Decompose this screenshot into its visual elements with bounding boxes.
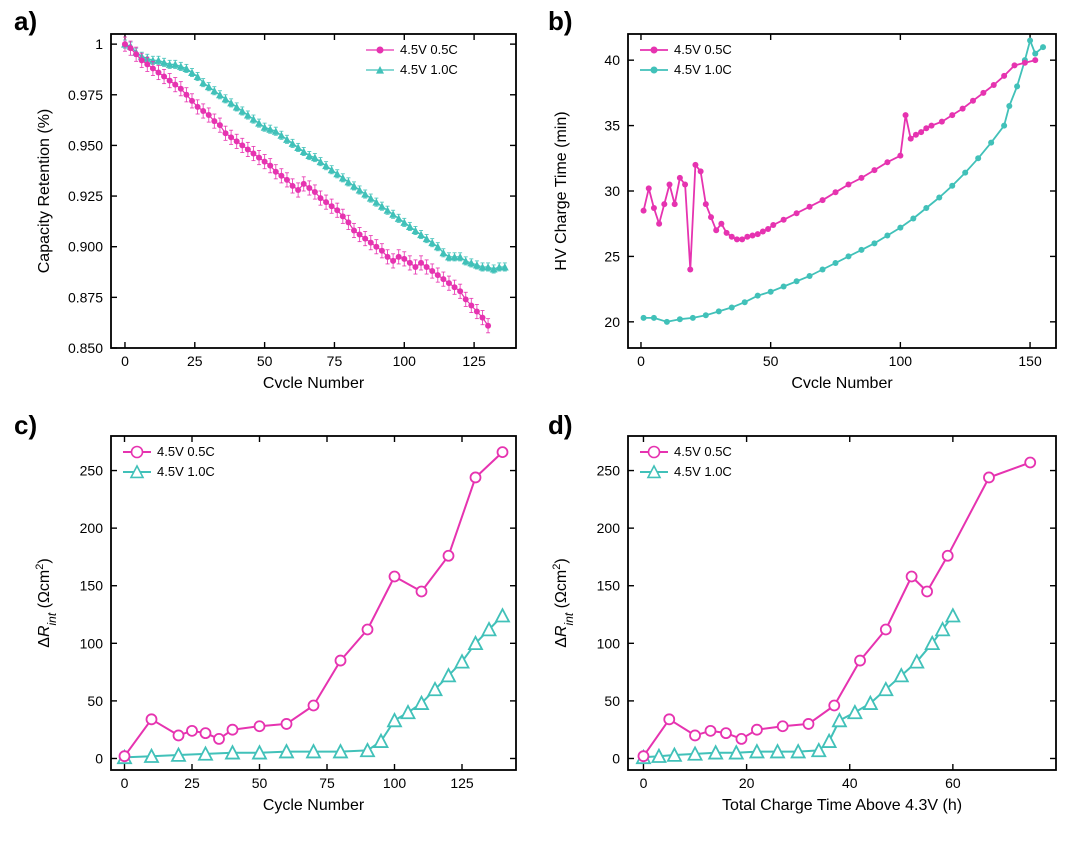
svg-text:150: 150 <box>80 578 104 594</box>
svg-text:50: 50 <box>252 775 268 791</box>
svg-text:0: 0 <box>640 775 648 791</box>
svg-text:60: 60 <box>945 775 961 791</box>
svg-text:100: 100 <box>889 353 913 369</box>
svg-text:0: 0 <box>95 750 103 766</box>
svg-text:Cycle Number: Cycle Number <box>263 797 365 814</box>
svg-text:Cycle Number: Cycle Number <box>263 375 365 388</box>
svg-text:25: 25 <box>187 353 203 369</box>
svg-text:4.5V 1.0C: 4.5V 1.0C <box>400 62 458 77</box>
svg-text:4.5V 0.5C: 4.5V 0.5C <box>674 444 732 459</box>
svg-text:50: 50 <box>87 693 103 709</box>
svg-text:40: 40 <box>842 775 858 791</box>
svg-text:20: 20 <box>604 314 620 330</box>
svg-text:25: 25 <box>184 775 200 791</box>
svg-text:Capacity Retention (%): Capacity Retention (%) <box>36 109 53 274</box>
panel-b-label: b) <box>548 6 573 37</box>
svg-text:ΔRint (Ωcm2): ΔRint (Ωcm2) <box>551 558 576 647</box>
svg-text:35: 35 <box>604 118 620 134</box>
svg-text:0: 0 <box>121 353 129 369</box>
chart-d: 0 20 40 60 0 50 100 150 200 250 Total Charge Time … <box>548 410 1068 820</box>
svg-text:250: 250 <box>597 463 621 479</box>
svg-text:40: 40 <box>604 52 620 68</box>
chart-c: 0 25 50 75 100 125 0 50 100 150 200 250 Cycle Number… <box>16 410 536 820</box>
svg-text:4.5V 0.5C: 4.5V 0.5C <box>400 42 458 57</box>
svg-text:200: 200 <box>597 520 621 536</box>
svg-text:100: 100 <box>383 775 407 791</box>
svg-text:4.5V 0.5C: 4.5V 0.5C <box>674 42 732 57</box>
svg-text:0: 0 <box>612 750 620 766</box>
panel-b: 0 50 100 150 20 25 30 35 40 Cycle Number HV Charge… <box>548 8 1068 388</box>
svg-text:1: 1 <box>95 36 103 52</box>
panel-d-label: d) <box>548 410 573 441</box>
svg-text:75: 75 <box>319 775 335 791</box>
panel-a-label: a) <box>14 6 37 37</box>
svg-text:100: 100 <box>393 353 417 369</box>
svg-text:0.850: 0.850 <box>68 340 103 356</box>
svg-text:20: 20 <box>739 775 755 791</box>
svg-text:30: 30 <box>604 183 620 199</box>
svg-text:200: 200 <box>80 520 104 536</box>
panel-a: 0 25 50 75 100 125 0.850 0.875 0.900 0.925 0.950 0.… <box>16 8 536 388</box>
svg-text:250: 250 <box>80 463 104 479</box>
svg-text:0.900: 0.900 <box>68 239 103 255</box>
chart-b: 0 50 100 150 20 25 30 35 40 Cycle Number HV Charge… <box>548 8 1068 388</box>
svg-text:ΔRint (Ωcm2): ΔRint (Ωcm2) <box>34 558 59 647</box>
svg-text:HV Charge Time (min): HV Charge Time (min) <box>553 111 570 270</box>
panel-c-label: c) <box>14 410 37 441</box>
svg-text:125: 125 <box>462 353 486 369</box>
svg-text:0.975: 0.975 <box>68 87 103 103</box>
panel-c: 0 25 50 75 100 125 0 50 100 150 200 250 Cycle Number… <box>16 410 536 820</box>
svg-text:125: 125 <box>450 775 474 791</box>
svg-text:0.950: 0.950 <box>68 137 103 153</box>
svg-text:4.5V 1.0C: 4.5V 1.0C <box>157 464 215 479</box>
svg-text:100: 100 <box>80 635 104 651</box>
svg-text:Total Charge Time Above 4.3V (: Total Charge Time Above 4.3V (h) <box>722 797 962 814</box>
svg-text:4.5V 1.0C: 4.5V 1.0C <box>674 62 732 77</box>
svg-text:0.925: 0.925 <box>68 188 103 204</box>
svg-text:50: 50 <box>763 353 779 369</box>
panel-d: 0 20 40 60 0 50 100 150 200 250 Total Charge Time … <box>548 410 1068 820</box>
chart-a: 0 25 50 75 100 125 0.850 0.875 0.900 0.925 0.950 0.… <box>16 8 536 388</box>
svg-text:75: 75 <box>327 353 343 369</box>
svg-text:150: 150 <box>1018 353 1042 369</box>
svg-text:0: 0 <box>637 353 645 369</box>
svg-text:0.875: 0.875 <box>68 289 103 305</box>
svg-text:50: 50 <box>604 693 620 709</box>
svg-text:Cycle Number: Cycle Number <box>791 375 893 388</box>
svg-text:50: 50 <box>257 353 273 369</box>
svg-text:4.5V 1.0C: 4.5V 1.0C <box>674 464 732 479</box>
svg-text:150: 150 <box>597 578 621 594</box>
svg-text:4.5V 0.5C: 4.5V 0.5C <box>157 444 215 459</box>
svg-text:25: 25 <box>604 248 620 264</box>
svg-text:100: 100 <box>597 635 621 651</box>
svg-text:0: 0 <box>121 775 129 791</box>
